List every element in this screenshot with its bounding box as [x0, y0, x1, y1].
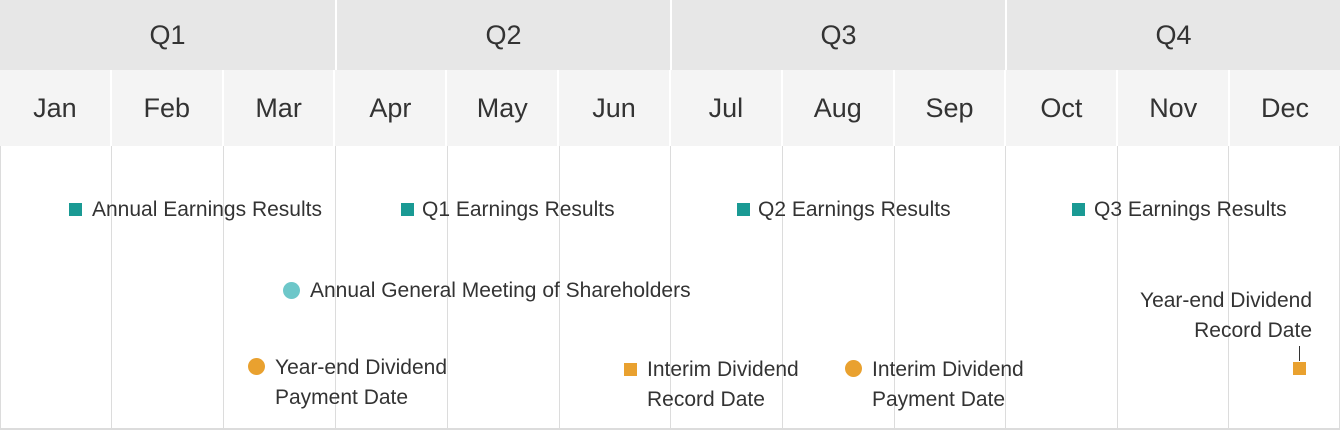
month-mar: Mar	[221, 70, 334, 146]
month-jul: Jul	[668, 70, 781, 146]
q2-earnings-label: Q2 Earnings Results	[758, 198, 951, 221]
month-header-row: Jan Feb Mar Apr May Jun Jul Aug Sep Oct …	[0, 70, 1340, 146]
agm-label: Annual General Meeting of Shareholders	[310, 279, 691, 302]
dividend-payment-circle-icon	[248, 358, 265, 375]
year-end-payment-line2: Payment Date	[275, 386, 409, 409]
interim-payment-line2: Payment Date	[872, 388, 1006, 411]
month-sep: Sep	[892, 70, 1005, 146]
month-feb: Feb	[109, 70, 222, 146]
month-divider	[111, 146, 112, 430]
interim-payment-label: Interim Dividend Payment Date	[872, 355, 1024, 415]
interim-payment-line1: Interim Dividend	[872, 358, 1024, 381]
month-apr: Apr	[333, 70, 445, 146]
q1-earnings-label: Q1 Earnings Results	[422, 198, 615, 221]
month-divider	[1228, 146, 1229, 430]
dividend-record-square-icon	[624, 363, 637, 376]
year-end-record-line1: Year-end Dividend	[1139, 289, 1312, 312]
record-date-leader-line	[1299, 346, 1300, 361]
interim-record-label: Interim Dividend Record Date	[647, 355, 799, 415]
month-divider	[223, 146, 224, 430]
month-divider	[782, 146, 783, 430]
dividend-record-square-icon	[1293, 362, 1306, 375]
dividend-payment-circle-icon	[845, 360, 862, 377]
quarter-q4: Q4	[1005, 0, 1340, 70]
month-divider	[894, 146, 895, 430]
earnings-square-icon	[737, 203, 750, 216]
earnings-square-icon	[1072, 203, 1085, 216]
quarter-q1: Q1	[149, 19, 186, 50]
month-jan: Jan	[33, 92, 77, 123]
month-dec: Dec	[1228, 70, 1340, 146]
grid-border-bottom	[0, 428, 1340, 430]
year-end-payment-line1: Year-end Dividend	[275, 356, 448, 379]
month-divider	[335, 146, 336, 430]
earnings-square-icon	[69, 203, 82, 216]
month-divider	[1005, 146, 1006, 430]
interim-record-line1: Interim Dividend	[647, 358, 799, 381]
interim-record-line2: Record Date	[647, 388, 765, 411]
q3-earnings-label: Q3 Earnings Results	[1094, 198, 1287, 221]
meeting-circle-icon	[283, 282, 300, 299]
annual-earnings-label: Annual Earnings Results	[92, 198, 322, 221]
year-end-record-line2: Record Date	[1194, 319, 1312, 342]
quarter-q2: Q2	[335, 0, 670, 70]
quarter-q3: Q3	[670, 0, 1005, 70]
year-end-record-label: Year-end Dividend Record Date	[1140, 286, 1312, 346]
month-divider	[447, 146, 448, 430]
month-jun: Jun	[557, 70, 669, 146]
month-divider	[1117, 146, 1118, 430]
earnings-square-icon	[401, 203, 414, 216]
month-aug: Aug	[780, 70, 893, 146]
month-divider	[670, 146, 671, 430]
month-may: May	[445, 70, 557, 146]
grid-border-left	[0, 146, 1, 430]
year-end-payment-label: Year-end Dividend Payment Date	[275, 353, 447, 413]
month-oct: Oct	[1004, 70, 1116, 146]
month-divider	[559, 146, 560, 430]
month-nov: Nov	[1116, 70, 1228, 146]
quarter-header-row: Q1 Q2 Q3 Q4	[0, 0, 1340, 70]
